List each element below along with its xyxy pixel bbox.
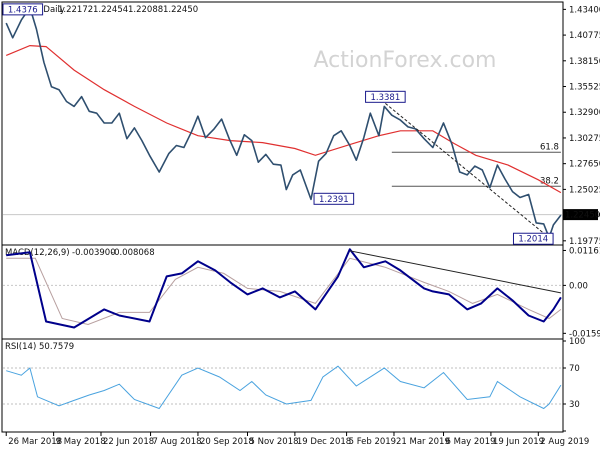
rsi-plot: 100 70 30: [3, 337, 585, 432]
price-annotation-box: [365, 90, 406, 103]
watermark: ActionForex.com: [314, 48, 497, 73]
rsi-y-tick-label: 70: [569, 364, 580, 374]
x-tick-label: 19 Jun 2019: [493, 437, 544, 447]
macd-y-tick-label: 0.011619: [569, 246, 600, 256]
x-tick-label: 2 Aug 2019: [540, 437, 589, 447]
rsi-panel: [1, 338, 564, 433]
macd-value: -0.003900: [72, 248, 116, 258]
rsi-y-tick-label: 100: [569, 337, 585, 347]
fib-level-label: 61.8: [540, 142, 559, 152]
price-y-tick-label: 1.43400: [569, 5, 600, 15]
price-annotation-box: [512, 232, 554, 245]
fib-level-label: 38.2: [540, 176, 559, 186]
x-tick-label: 7 Aug 2018: [153, 437, 202, 447]
rsi-title: RSI(14): [5, 342, 36, 352]
price-y-tick-label: 1.25025: [569, 185, 600, 195]
price-plot: 1.43400 1.40775 1.38150 1.35525 1.32900 1.302…: [2, 3, 600, 247]
macd-line: [6, 248, 562, 329]
x-tick-label: 22 Jun 2018: [103, 437, 154, 447]
x-tick-label: 21 Mar 2019: [396, 437, 450, 447]
x-tick-label: 9 May 2018: [56, 437, 106, 447]
price-low: 1.22088: [128, 5, 163, 15]
moving-average-line: [5, 44, 562, 194]
macd-y-tick-label: 0.00: [569, 281, 588, 291]
x-tick-label: 6 May 2019: [446, 437, 496, 447]
x-tick-label: 19 Dec 2018: [297, 437, 351, 447]
macd-plot: 0.011619 0.00 -0.015949: [3, 246, 600, 339]
macd-title: MACD(12,26,9): [5, 248, 70, 258]
price-line: [5, 6, 562, 239]
price-annotation-label: 1.2391: [319, 195, 349, 205]
x-tick-label: 5 Feb 2019: [349, 437, 397, 447]
x-tick-label: 5 Nov 2018: [249, 437, 298, 447]
price-y-tick-label: 1.19775: [569, 237, 600, 247]
x-tick-label: 26 Mar 2018: [8, 437, 62, 447]
x-tick-label: 20 Sep 2018: [200, 437, 254, 447]
price-annotation-label: 1.4376: [8, 5, 38, 15]
macd-signal-value: -0.008068: [111, 248, 155, 258]
price-trendline: [385, 103, 550, 239]
price-annotation-box: [2, 3, 44, 16]
price-high: 1.22454: [93, 5, 128, 15]
rsi-value: 50.7579: [39, 342, 74, 352]
current-price-tag-label: 1.22450: [565, 211, 600, 221]
price-annotation-box: [313, 192, 355, 205]
price-open: 1.22172: [58, 5, 93, 15]
price-y-tick-label: 1.32900: [569, 108, 600, 118]
macd-trendline: [349, 250, 562, 294]
price-y-tick-label: 1.35525: [569, 83, 600, 93]
price-annotation-label: 1.3381: [370, 93, 400, 103]
price-y-tick-label: 1.38150: [569, 57, 600, 67]
rsi-y-tick-label: 30: [569, 400, 580, 410]
price-y-tick-label: 1.40775: [569, 31, 600, 41]
current-price-tag: [563, 209, 598, 221]
rsi-line: [6, 365, 562, 410]
price-y-tick-label: 1.27650: [569, 160, 600, 170]
macd-y-tick-label: -0.015949: [569, 329, 600, 339]
price-annotation-label: 1.2014: [518, 235, 548, 245]
price-y-tick-label: 1.30275: [569, 134, 600, 144]
price-close: 1.22450: [163, 5, 198, 15]
